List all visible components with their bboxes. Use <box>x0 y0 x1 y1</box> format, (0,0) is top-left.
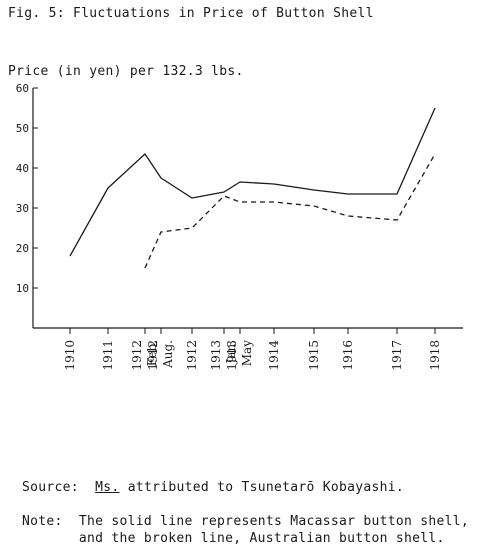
note-label: Note: <box>22 514 63 529</box>
x-tick-label: 1910 <box>63 340 77 371</box>
x-tick-label: 1916 <box>341 340 355 371</box>
y-tick-label: 60 <box>16 82 29 95</box>
x-tick-label: 1912 <box>185 340 199 371</box>
x-tick-label: 1913May <box>225 340 254 371</box>
series-line-dashed <box>144 153 436 269</box>
x-tick-label: 1912Aug. <box>146 340 175 371</box>
source-label: Source: <box>22 480 79 495</box>
note-line-1: Note: The solid line represents Macassar… <box>22 514 469 529</box>
figure-title: Fig. 5: Fluctuations in Price of Button … <box>8 6 374 21</box>
note-text-1: The solid line represents Macassar butto… <box>78 514 469 529</box>
x-tick-label: 1913Jan. <box>209 340 238 371</box>
x-tick-label: 1915 <box>307 340 321 371</box>
x-tick-label: 1918 <box>428 340 442 371</box>
y-tick-label: 30 <box>16 202 29 215</box>
source-text: attributed to Tsunetarō Kobayashi. <box>127 480 404 495</box>
y-axis-label: Price (in yen) per 132.3 lbs. <box>8 64 244 79</box>
y-tick-label: 20 <box>16 242 29 255</box>
source-line: Source: Ms. attributed to Tsunetarō Koba… <box>22 480 404 495</box>
x-tick-label: 1911 <box>101 340 115 371</box>
x-tick-label: 1914 <box>267 340 281 371</box>
note-text-2: and the broken line, Australian button s… <box>78 531 445 546</box>
y-tick-label: 40 <box>16 162 29 175</box>
x-tick-label: 1912Feb. <box>130 340 159 371</box>
source-ms: Ms. <box>95 480 120 495</box>
series-line-solid <box>69 107 436 257</box>
line-chart: 10 20 30 40 50 60 1910 1911 1912Feb.1912Aug. 1912… <box>16 82 463 371</box>
y-tick-label: 50 <box>16 122 29 135</box>
x-tick-label: 1917 <box>390 340 404 371</box>
y-tick-label: 10 <box>16 282 29 295</box>
note-line-2: Note: and the broken line, Australian bu… <box>22 531 445 546</box>
